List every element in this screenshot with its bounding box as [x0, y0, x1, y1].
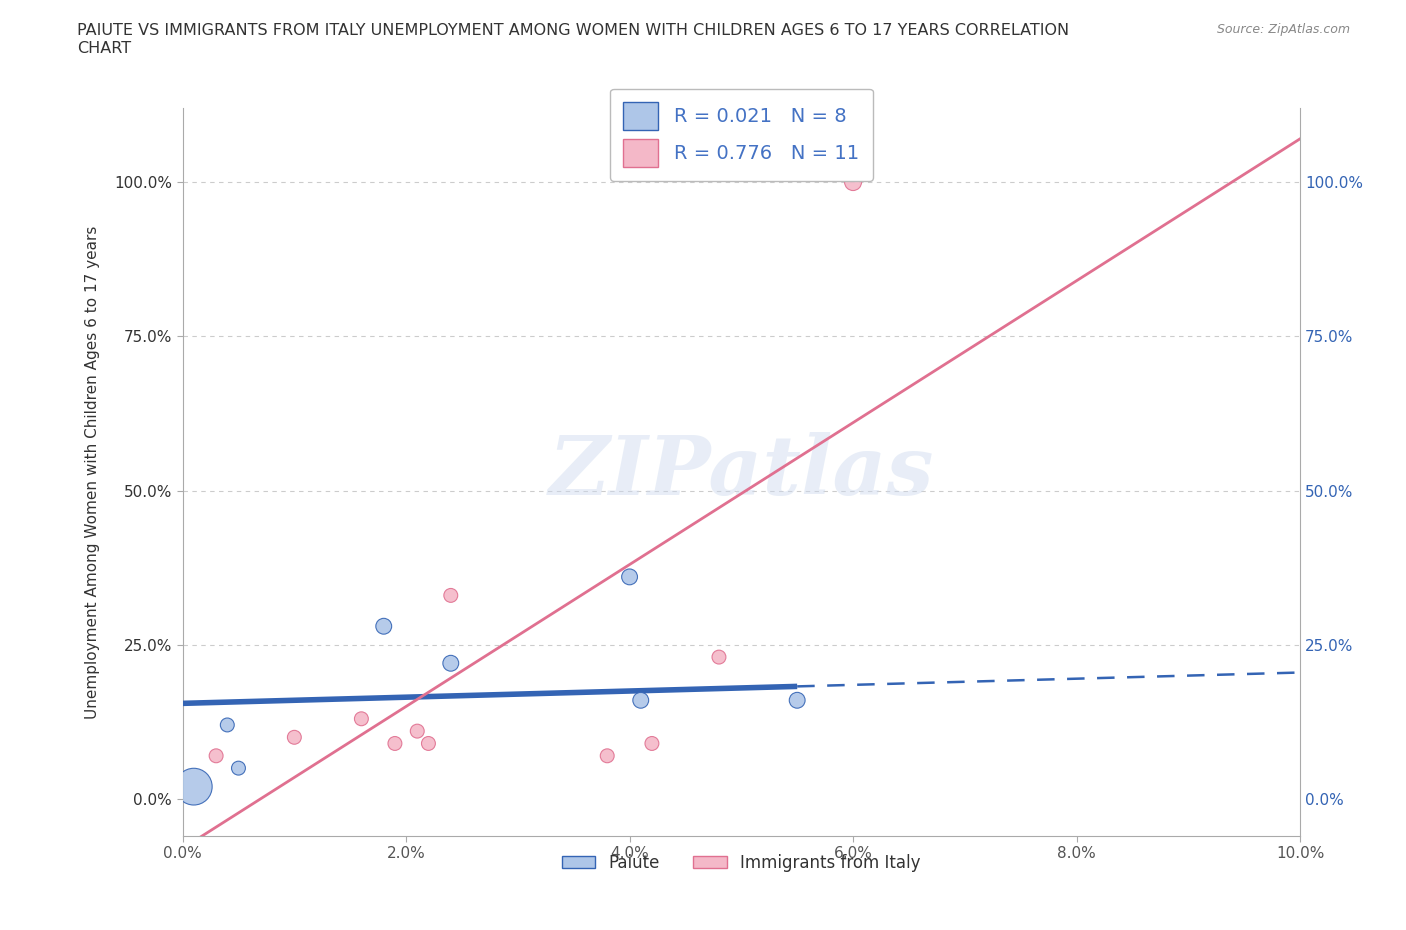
Point: [228, 761, 250, 776]
Point: [786, 693, 808, 708]
Point: [619, 569, 641, 584]
Point: [630, 693, 652, 708]
Point: [596, 749, 619, 764]
Point: [373, 618, 395, 633]
Point: [183, 779, 205, 794]
Point: [440, 656, 463, 671]
Text: Source: ZipAtlas.com: Source: ZipAtlas.com: [1216, 23, 1350, 36]
Point: [707, 650, 730, 665]
Y-axis label: Unemployment Among Women with Children Ages 6 to 17 years: Unemployment Among Women with Children A…: [86, 225, 100, 719]
Point: [842, 175, 865, 190]
Point: [406, 724, 429, 738]
Text: PAIUTE VS IMMIGRANTS FROM ITALY UNEMPLOYMENT AMONG WOMEN WITH CHILDREN AGES 6 TO: PAIUTE VS IMMIGRANTS FROM ITALY UNEMPLOY…: [77, 23, 1070, 56]
Legend: Paiute, Immigrants from Italy: Paiute, Immigrants from Italy: [555, 847, 927, 879]
Point: [350, 711, 373, 726]
Point: [384, 736, 406, 751]
Point: [205, 749, 228, 764]
Point: [418, 736, 440, 751]
Point: [283, 730, 305, 745]
Point: [217, 718, 239, 733]
Text: ZIPatlas: ZIPatlas: [548, 432, 934, 512]
Point: [641, 736, 664, 751]
Point: [440, 588, 463, 603]
